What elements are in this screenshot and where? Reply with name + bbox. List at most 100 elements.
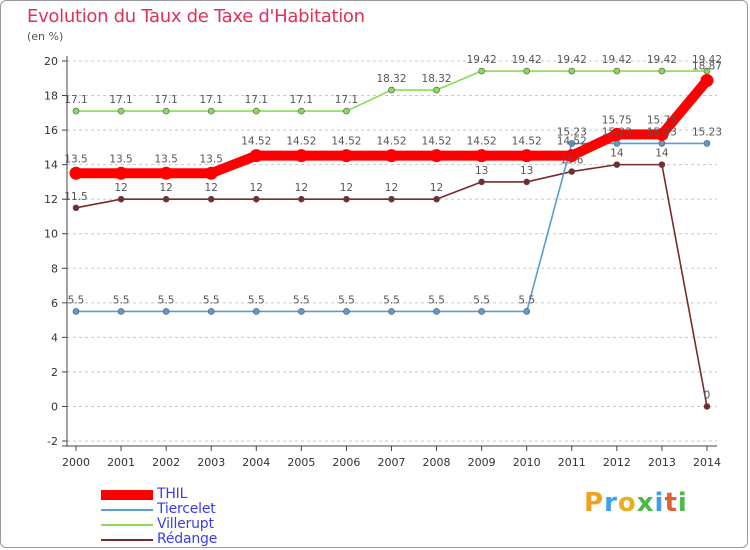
legend-label: Villerupt	[157, 516, 214, 532]
y-tick-label: 20	[44, 55, 58, 68]
y-tick-label: 4	[51, 331, 58, 344]
data-label: 12	[205, 182, 218, 194]
y-tick-label: 10	[44, 228, 58, 241]
x-tick-label: 2000	[62, 456, 90, 469]
data-label: 13.5	[64, 153, 87, 165]
data-label: 5.5	[248, 294, 265, 306]
data-point	[117, 195, 125, 203]
data-point	[478, 67, 485, 75]
data-point	[478, 178, 485, 186]
x-tick-label: 2014	[693, 456, 721, 469]
data-point	[252, 195, 260, 203]
data-point	[523, 67, 531, 75]
data-label: 15.23	[602, 126, 632, 138]
legend-label: Rédange	[157, 531, 218, 547]
data-label: 14.52	[331, 136, 361, 148]
data-label: 14	[610, 148, 624, 160]
data-point	[249, 149, 263, 163]
data-label: 12	[250, 182, 263, 194]
data-point	[117, 308, 125, 315]
data-point	[655, 127, 669, 141]
data-label: 14.52	[422, 136, 452, 148]
y-tick-label: 6	[51, 297, 58, 310]
x-tick-label: 2001	[107, 456, 135, 469]
proxiti-logo: Proxiti	[584, 488, 688, 518]
data-point	[384, 149, 398, 163]
data-point	[162, 107, 170, 115]
legend-label: THIL	[157, 486, 188, 502]
data-label: 17.1	[290, 94, 313, 106]
data-label: 13.5	[200, 153, 223, 165]
data-point	[478, 308, 485, 315]
data-label: 5.5	[338, 294, 355, 306]
data-label: 17.1	[64, 94, 87, 106]
data-label: 12	[340, 182, 353, 194]
x-tick-label: 2008	[423, 456, 451, 469]
data-point	[72, 107, 80, 115]
y-tick-label: 2	[51, 366, 58, 379]
data-point	[207, 195, 215, 203]
data-label: 12	[114, 182, 127, 194]
data-point	[252, 308, 260, 315]
data-point	[523, 178, 531, 186]
series-redange	[72, 161, 711, 410]
data-point	[568, 168, 576, 175]
data-point	[475, 149, 489, 163]
chart-title: Evolution du Taux de Taxe d'Habitation	[27, 6, 365, 27]
data-label: 12	[295, 182, 308, 194]
data-label: 0	[704, 389, 711, 401]
data-labels: 11.5 12 12 12 12 12 12 12 12 13 13 13.6 14 14 0 17.1 17.…	[64, 54, 722, 401]
data-point	[523, 308, 531, 315]
data-label: 19.42	[602, 54, 632, 66]
data-label: 17.1	[335, 94, 358, 106]
data-point	[339, 149, 353, 163]
data-label: 17.1	[154, 94, 177, 106]
data-label: 12	[430, 182, 443, 194]
data-point	[700, 74, 714, 88]
data-point	[613, 161, 621, 168]
data-label: 19.42	[647, 54, 677, 66]
x-tick-label: 2012	[603, 456, 631, 469]
data-point	[388, 86, 395, 94]
data-point	[658, 67, 666, 75]
data-point	[613, 140, 621, 147]
data-label: 19.42	[467, 54, 497, 66]
data-label: 5.5	[113, 294, 130, 306]
data-point	[252, 107, 260, 115]
data-label: 17.1	[109, 94, 132, 106]
data-label: 14.52	[376, 136, 406, 148]
data-point	[430, 149, 444, 163]
x-tick-label: 2005	[287, 456, 315, 469]
series-villerupt	[72, 67, 711, 115]
data-point	[298, 107, 305, 115]
data-point	[388, 195, 395, 203]
legend-label: Tiercelet	[157, 501, 216, 517]
x-tick-label: 2006	[332, 456, 360, 469]
y-tick-label: 18	[44, 90, 58, 103]
data-label: 5.5	[473, 294, 490, 306]
data-point	[343, 107, 350, 115]
data-point	[433, 86, 440, 94]
data-point	[343, 308, 350, 315]
x-tick-label: 2009	[468, 456, 496, 469]
data-point	[520, 149, 534, 163]
data-point	[658, 161, 666, 168]
data-point	[114, 166, 128, 180]
data-point	[433, 195, 440, 203]
data-label: 13.6	[560, 155, 584, 167]
data-label: 17.1	[245, 94, 268, 106]
data-label: 17.1	[200, 94, 223, 106]
data-point	[433, 308, 440, 315]
x-tick-label: 2007	[377, 456, 405, 469]
data-point	[298, 195, 305, 203]
data-point	[703, 403, 711, 410]
data-label: 19.42	[512, 54, 542, 66]
data-label: 5.5	[158, 294, 175, 306]
y-tick-label: 0	[51, 400, 58, 413]
data-point	[613, 67, 621, 75]
data-label: 15.23	[692, 126, 722, 138]
x-tick-label: 2004	[242, 456, 270, 469]
grid	[67, 60, 717, 442]
data-label: 13	[475, 165, 488, 177]
